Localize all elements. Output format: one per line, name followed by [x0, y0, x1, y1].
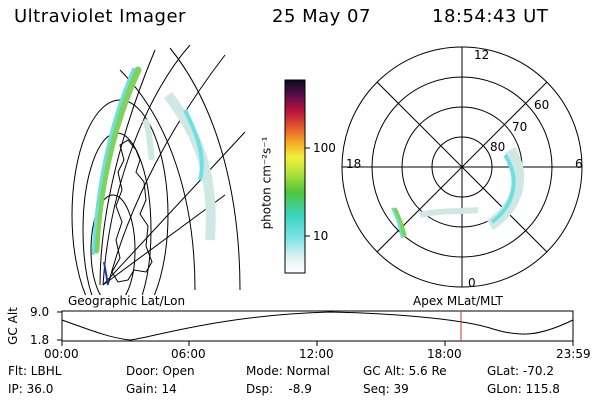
- altitude-plot: [57, 310, 574, 346]
- altitude-xtick: 00:00: [44, 347, 79, 361]
- polar-aurora-diffuse: [419, 207, 479, 218]
- geographic-caption: Geographic Lat/Lon: [68, 294, 186, 308]
- altitude-xtick: 18:00: [427, 347, 462, 361]
- door-status: Door: Open: [126, 364, 195, 378]
- date-label: 25 May 07: [272, 6, 371, 27]
- instrument-title: Ultraviolet Imager: [14, 6, 186, 27]
- polar-aurora-green: [392, 207, 407, 238]
- mlt-label-0: 0: [468, 276, 476, 290]
- dsp-status: Dsp: -8.9: [246, 382, 312, 396]
- meridian-line: [99, 49, 156, 286]
- coastline: [111, 139, 153, 283]
- altitude-xtick: 06:00: [171, 347, 206, 361]
- mode-status: Mode: Normal: [246, 364, 330, 378]
- altitude-ytick: 1.8: [30, 333, 50, 347]
- terminator-marker: [103, 261, 109, 286]
- aurora-band: [92, 66, 142, 254]
- colorbar-tick-label: 100: [313, 141, 336, 155]
- apex-caption: Apex MLat/MLT: [413, 294, 503, 308]
- colorbar-gradient: [284, 79, 306, 274]
- polar-aurora-cyan: [391, 207, 403, 239]
- polar-axis-diagonal: [376, 81, 548, 253]
- glon-status: GLon: 115.8: [487, 382, 560, 396]
- gain-status: Gain: 14: [126, 382, 177, 396]
- mlt-label-12: 12: [474, 48, 490, 62]
- lat-label-80: 80: [490, 140, 506, 154]
- meridian-line: [107, 54, 226, 286]
- meridian-line: [119, 69, 196, 291]
- geographic-panel: [71, 45, 246, 295]
- aurora-diffuse: [142, 118, 155, 161]
- ip-status: IP: 36.0: [8, 382, 54, 396]
- meridian-line: [102, 194, 226, 286]
- time-label: 18:54:43 UT: [432, 6, 549, 27]
- altitude-frame: [61, 310, 574, 342]
- colorbar-tick-label: 10: [313, 229, 329, 243]
- polar-aurora-bright: [490, 153, 516, 224]
- meridian-line: [102, 131, 246, 286]
- seq-status: Seq: 39: [363, 382, 409, 396]
- altitude-xtick: 23:59: [556, 347, 591, 361]
- lat-label-70: 70: [512, 120, 528, 134]
- filter-status: Flt: LBHL: [8, 364, 62, 378]
- altitude-ytick: 9.0: [30, 305, 50, 319]
- polar-plot: [341, 46, 583, 288]
- glat-status: GLat: -70.2: [487, 364, 554, 378]
- colorbar-label: photon cm⁻²s⁻¹: [259, 136, 274, 230]
- meridian-line: [102, 45, 191, 286]
- altitude-ylabel: GC Alt: [5, 307, 20, 345]
- altitude-xtick: 12:00: [299, 347, 334, 361]
- gc-alt-status: GC Alt: 5.6 Re: [363, 364, 447, 378]
- mlt-label-18: 18: [346, 157, 362, 171]
- colorbar: [284, 79, 310, 274]
- altitude-curve: [61, 311, 574, 341]
- latitude-ellipse: [90, 194, 136, 295]
- lat-label-60: 60: [534, 98, 550, 112]
- aurora-diffuse-bright: [183, 109, 204, 181]
- aurora-band-edge: [91, 67, 136, 256]
- meridian-line: [169, 47, 241, 291]
- mlt-label-6: 6: [575, 157, 583, 171]
